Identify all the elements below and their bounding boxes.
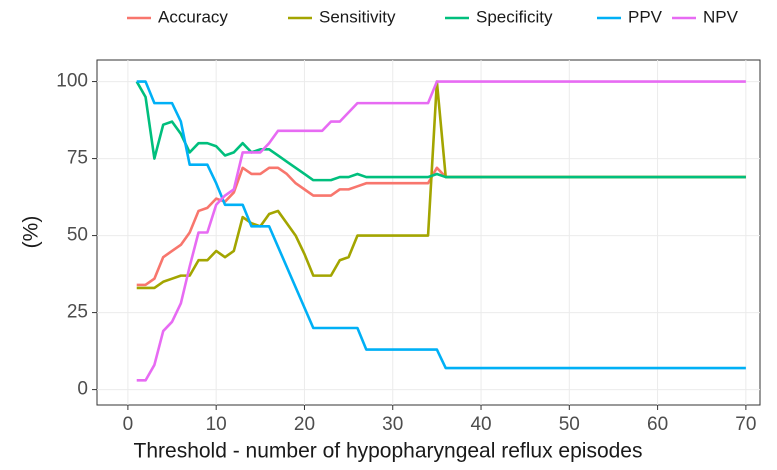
x-tick-label: 70 xyxy=(735,414,756,435)
legend-label: Accuracy xyxy=(158,7,228,26)
y-tick-label: 25 xyxy=(67,302,88,323)
legend-label: NPV xyxy=(703,7,739,26)
line xyxy=(136,80,746,382)
x-tick-label: 50 xyxy=(559,414,580,435)
line xyxy=(136,80,746,370)
x-axis-label: Threshold - number of hypopharyngeal ref… xyxy=(134,440,643,463)
legend-label: Sensitivity xyxy=(319,7,396,26)
y-tick-label: 100 xyxy=(56,71,88,92)
x-tick-label: 40 xyxy=(470,414,491,435)
legend-label: PPV xyxy=(628,7,663,26)
x-tick-label: 10 xyxy=(206,414,227,435)
legend-label: Specificity xyxy=(476,7,553,26)
y-tick-label: 0 xyxy=(77,379,88,400)
line xyxy=(136,80,746,290)
y-tick-label: 50 xyxy=(67,225,88,246)
line xyxy=(135,80,746,182)
grid xyxy=(97,60,760,405)
y-axis-label: (%) xyxy=(20,216,43,249)
x-tick-label: 30 xyxy=(382,414,403,435)
y-tick-label: 75 xyxy=(67,148,88,169)
x-tick-label: 20 xyxy=(294,414,315,435)
x-tick-label: 0 xyxy=(123,414,134,435)
line xyxy=(136,166,746,287)
x-tick-label: 60 xyxy=(647,414,668,435)
